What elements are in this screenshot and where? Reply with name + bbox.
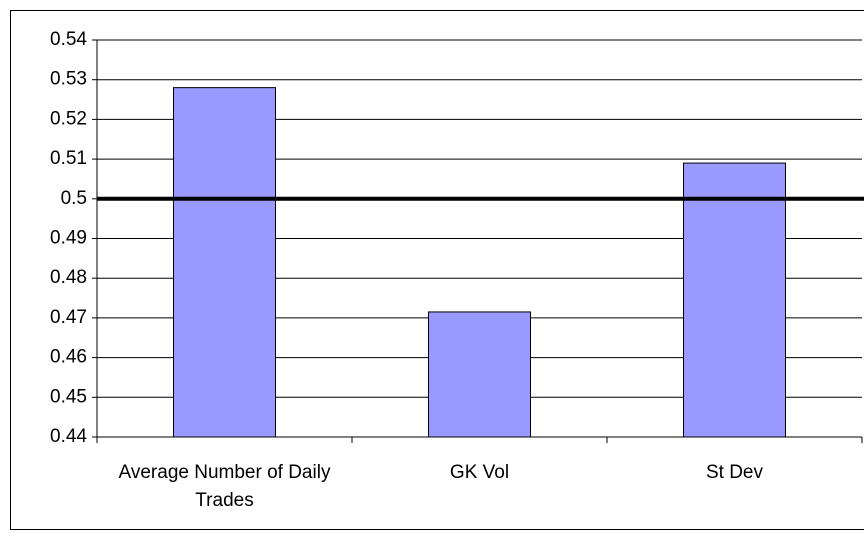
bar — [173, 87, 276, 438]
y-tick-label: 0.49 — [50, 228, 87, 249]
x-tick-label: GK Vol — [449, 462, 510, 483]
y-tick-label: 0.46 — [50, 347, 87, 368]
bar — [428, 311, 531, 438]
y-tick-label: 0.51 — [50, 148, 87, 169]
y-tick-label: 0.54 — [50, 29, 87, 50]
x-tick-label: Average Number of Daily Trades — [118, 462, 331, 511]
y-tick-label: 0.45 — [50, 386, 87, 407]
y-tick-label: 0.53 — [50, 69, 87, 90]
y-tick-label: 0.44 — [50, 426, 87, 447]
y-tick-label: 0.48 — [50, 267, 87, 288]
y-tick-label: 0.5 — [61, 188, 87, 209]
y-tick-label: 0.52 — [50, 108, 87, 129]
y-tick-label: 0.47 — [50, 307, 87, 328]
x-tick-label: St Dev — [705, 462, 764, 483]
bar — [683, 162, 786, 438]
